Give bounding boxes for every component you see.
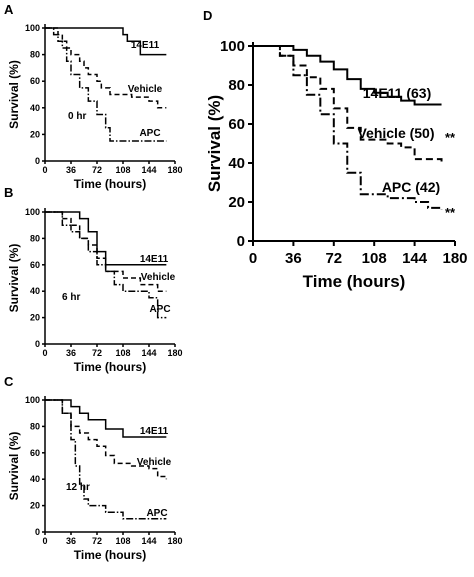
panel-c-series-label: APC <box>146 508 167 519</box>
panel-b-x-tick-label: 72 <box>92 348 102 358</box>
panel-a-series-line-dashdot <box>45 27 167 142</box>
panel-a-letter: A <box>4 2 14 17</box>
panel-c-x-tick-label: 36 <box>66 536 76 546</box>
panel-a-series-label: 14E11 <box>131 40 160 51</box>
panel-d-y-axis-label: Survival (%) <box>205 95 224 192</box>
panel-b-y-tick-label: 0 <box>35 339 40 349</box>
panel-a-x-tick-label: 180 <box>167 165 182 175</box>
panel-c-x-tick-label: 0 <box>42 536 47 546</box>
panel-b-series-label: APC <box>149 304 170 315</box>
panel-a-y-tick-label: 60 <box>30 76 40 86</box>
panel-d-x-axis-label: Time (hours) <box>303 272 406 291</box>
panel-a-y-tick-label: 40 <box>30 103 40 113</box>
panel-a-y-tick-label: 80 <box>30 50 40 60</box>
panel-a-series-label: APC <box>139 128 160 139</box>
panel-d-y-tick-label: 80 <box>228 77 245 94</box>
panel-b-y-axis-label: Survival (%) <box>7 244 21 313</box>
panel-b-x-tick-label: 144 <box>141 348 156 358</box>
panel-d-y-tick-label: 20 <box>228 194 245 211</box>
panel-c-series-label: 14E11 <box>140 426 169 437</box>
panel-b-letter: B <box>4 185 13 200</box>
panel-b-y-tick-label: 40 <box>30 286 40 296</box>
panel-d-letter: D <box>203 8 212 23</box>
panel-d-x-tick-label: 108 <box>362 250 387 267</box>
panel-d-series-label: APC (42) <box>382 179 440 195</box>
panel-a-x-tick-label: 0 <box>42 165 47 175</box>
panel-c-series-label: Vehicle <box>137 457 172 468</box>
panel-b-x-tick-label: 180 <box>167 348 182 358</box>
panel-d-y-tick-label: 60 <box>228 116 245 133</box>
panel-c-x-tick-label: 108 <box>115 536 130 546</box>
panel-d-x-tick-label: 0 <box>249 250 257 267</box>
panel-c-series-line-solid <box>45 399 167 438</box>
panel-d-x-tick-label: 36 <box>285 250 302 267</box>
panel-c-y-tick-label: 60 <box>30 448 40 458</box>
panel-d-x-tick-label: 72 <box>325 250 342 267</box>
panel-a-series-line-solid <box>45 27 167 56</box>
panel-a-x-axis-label: Time (hours) <box>74 177 146 191</box>
panel-c-y-tick-label: 20 <box>30 501 40 511</box>
panel-b-x-tick-label: 108 <box>115 348 130 358</box>
panel-d-y-tick-label: 40 <box>228 155 245 172</box>
panel-a-x-tick-label: 36 <box>66 165 76 175</box>
panel-a-x-tick-label: 72 <box>92 165 102 175</box>
panel-c-y-tick-label: 80 <box>30 421 40 431</box>
panel-a-x-tick-label: 108 <box>115 165 130 175</box>
panel-b-series-label: 14E11 <box>140 254 169 265</box>
panel-a-time-annotation: 0 hr <box>68 111 86 122</box>
panel-b-x-axis-label: Time (hours) <box>74 360 146 374</box>
panel-d-y-tick-label: 100 <box>220 38 245 55</box>
panel-b-y-tick-label: 60 <box>30 260 40 270</box>
panel-a-series-line-dashed <box>45 27 167 109</box>
panel-c-y-tick-label: 40 <box>30 474 40 484</box>
panel-c-x-tick-label: 144 <box>141 536 156 546</box>
panel-d-series-label: 14E11 (63) <box>363 85 432 101</box>
panel-b-x-tick-label: 0 <box>42 348 47 358</box>
panel-d-y-tick-label: 0 <box>237 233 245 250</box>
panel-c-y-tick-label: 100 <box>25 395 40 405</box>
panel-d-x-tick-label: 144 <box>402 250 428 267</box>
panel-c-time-annotation: 12 hr <box>66 482 90 493</box>
panel-c-x-axis-label: Time (hours) <box>74 548 146 562</box>
panel-a-y-tick-label: 20 <box>30 129 40 139</box>
panel-c-y-tick-label: 0 <box>35 527 40 537</box>
panel-d-significance-marker: ** <box>445 205 456 220</box>
panel-d-significance-marker: ** <box>445 130 456 145</box>
panel-c-letter: C <box>4 374 14 389</box>
panel-b-series-line-solid <box>45 211 167 266</box>
panel-a-x-tick-label: 144 <box>141 165 156 175</box>
panel-b-time-annotation: 6 hr <box>62 292 80 303</box>
panel-a-series-label: Vehicle <box>128 84 163 95</box>
panel-d-series-line-solid <box>253 45 442 106</box>
panel-d-series-line-dashdot <box>253 45 443 210</box>
panel-c-series-line-dashdot <box>45 399 167 520</box>
panel-d-x-tick-label: 180 <box>442 250 467 267</box>
panel-a-y-axis-label: Survival (%) <box>7 60 21 129</box>
panel-c-x-tick-label: 180 <box>167 536 182 546</box>
panel-b-y-tick-label: 100 <box>25 207 40 217</box>
panel-b-y-tick-label: 80 <box>30 233 40 243</box>
panel-b-series-line-dashdot <box>45 211 167 319</box>
panel-c-y-axis-label: Survival (%) <box>7 432 21 501</box>
panel-d-series-label: Vehicle (50) <box>357 125 434 141</box>
panel-b-y-tick-label: 20 <box>30 313 40 323</box>
panel-a-y-tick-label: 0 <box>35 156 40 166</box>
panel-c-x-tick-label: 72 <box>92 536 102 546</box>
panel-b-series-label: Vehicle <box>141 272 176 283</box>
panel-b-x-tick-label: 36 <box>66 348 76 358</box>
panel-a-y-tick-label: 100 <box>25 23 40 33</box>
